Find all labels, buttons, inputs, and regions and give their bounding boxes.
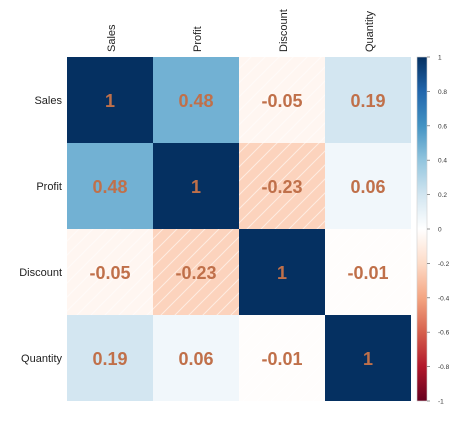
colorbar-tick-label: -0.8 bbox=[438, 364, 450, 371]
row-labels: Sales Profit Discount Quantity bbox=[19, 95, 62, 365]
colorbar-tick-label: -1 bbox=[438, 399, 444, 406]
colorbar-tick-label: 1 bbox=[438, 55, 442, 62]
colorbar-tick-label: -0.4 bbox=[438, 295, 450, 302]
cell-value-quantity-profit: 0.06 bbox=[178, 349, 213, 369]
row-label-discount: Discount bbox=[19, 267, 62, 279]
cell-value-quantity-quantity: 1 bbox=[363, 349, 373, 369]
colorbar-tick-label: 0.4 bbox=[438, 158, 447, 165]
cell-value-quantity-sales: 0.19 bbox=[92, 349, 127, 369]
colorbar: 1 0.8 0.6 0.4 0.2 0 -0.2 -0.4 -0.6 -0.8 -1 bbox=[416, 55, 450, 406]
column-label-profit: Profit bbox=[192, 26, 204, 52]
hatch-overlay bbox=[153, 229, 239, 315]
cell-value-sales-profit: 0.48 bbox=[178, 91, 213, 111]
heatmap-cells bbox=[67, 57, 411, 401]
hatch-overlay bbox=[239, 57, 325, 143]
cell-value-quantity-discount: -0.01 bbox=[261, 349, 302, 369]
cell-value-labels: 1 0.48 -0.05 0.19 0.48 1 -0.23 0.06 -0.05 -0.23 1 -… bbox=[89, 91, 388, 369]
row-label-quantity: Quantity bbox=[21, 353, 62, 365]
row-label-sales: Sales bbox=[34, 95, 62, 107]
colorbar-tick-label: -0.6 bbox=[438, 330, 450, 337]
column-label-quantity: Quantity bbox=[364, 11, 376, 52]
cell-value-profit-profit: 1 bbox=[191, 177, 201, 197]
cell-value-profit-sales: 0.48 bbox=[92, 177, 127, 197]
row-label-profit: Profit bbox=[36, 181, 62, 193]
cell-value-profit-quantity: 0.06 bbox=[350, 177, 385, 197]
cell-value-profit-discount: -0.23 bbox=[261, 177, 302, 197]
colorbar-tick-label: 0.2 bbox=[438, 192, 447, 199]
cell-value-discount-discount: 1 bbox=[277, 263, 287, 283]
cell-value-sales-sales: 1 bbox=[105, 91, 115, 111]
heatmap-cell-discount-discount bbox=[239, 229, 325, 315]
hatch-overlay bbox=[325, 229, 411, 315]
heatmap-cell-sales-quantity bbox=[325, 57, 411, 143]
heatmap-cell-quantity-quantity bbox=[325, 315, 411, 401]
heatmap-cell-profit-profit bbox=[153, 143, 239, 229]
hatch-overlay bbox=[239, 315, 325, 401]
cell-value-sales-discount: -0.05 bbox=[261, 91, 302, 111]
cell-value-sales-quantity: 0.19 bbox=[350, 91, 385, 111]
colorbar-tick-label: 0.8 bbox=[438, 89, 447, 96]
cell-value-discount-quantity: -0.01 bbox=[347, 263, 388, 283]
cell-value-discount-sales: -0.05 bbox=[89, 263, 130, 283]
column-label-sales: Sales bbox=[106, 24, 118, 52]
hatch-overlay bbox=[239, 143, 325, 229]
hatch-overlay bbox=[67, 229, 153, 315]
column-labels: Sales Profit Discount Quantity bbox=[106, 9, 376, 52]
colorbar-tick-label: 0.6 bbox=[438, 123, 447, 130]
colorbar-gradient bbox=[416, 56, 428, 402]
heatmap-cell-quantity-profit bbox=[153, 315, 239, 401]
colorbar-tick-label: 0 bbox=[438, 227, 442, 234]
column-label-discount: Discount bbox=[278, 9, 290, 52]
colorbar-tick-label: -0.2 bbox=[438, 261, 450, 268]
heatmap-cell-profit-quantity bbox=[325, 143, 411, 229]
heatmap-cell-profit-sales bbox=[67, 143, 153, 229]
heatmap-cell-sales-profit bbox=[153, 57, 239, 143]
cell-value-discount-profit: -0.23 bbox=[175, 263, 216, 283]
heatmap-cell-sales-sales bbox=[67, 57, 153, 143]
heatmap-cell-quantity-sales bbox=[67, 315, 153, 401]
